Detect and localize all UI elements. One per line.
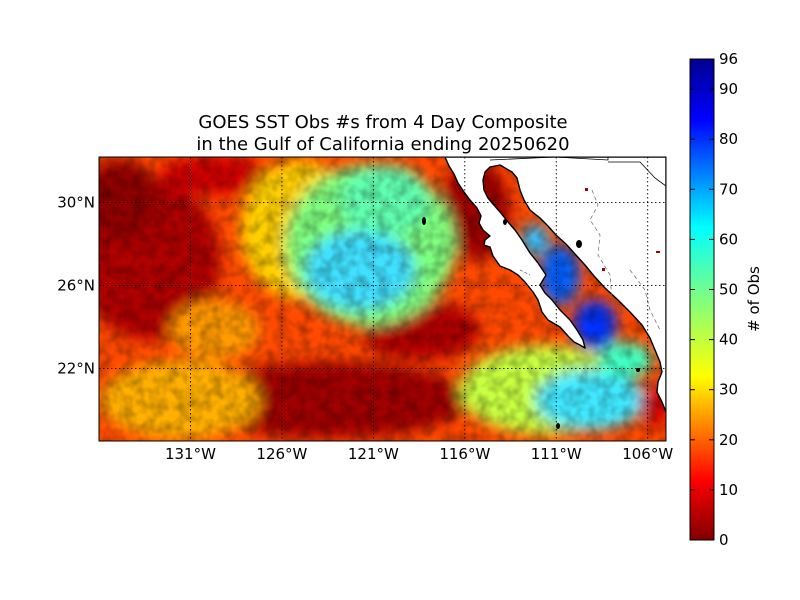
colorbar-tick-label: 50 bbox=[719, 280, 738, 298]
latitude-tick-labels: 30°N 26°N 22°N bbox=[57, 194, 95, 378]
colorbar: 0 10 20 30 40 50 60 70 80 90 96 # of Obs bbox=[689, 50, 763, 549]
longitude-tick-label: 106°W bbox=[622, 445, 673, 463]
state-border bbox=[589, 189, 626, 316]
longitude-tick-label: 111°W bbox=[531, 445, 582, 463]
graticule bbox=[99, 157, 666, 441]
colorbar-tick-label: 0 bbox=[719, 531, 729, 549]
colorbar-ticks: 0 10 20 30 40 50 60 70 80 90 96 bbox=[690, 50, 738, 549]
colorbar-tick-label: 70 bbox=[719, 180, 738, 198]
map-title-line-2: in the Gulf of California ending 2025062… bbox=[196, 134, 569, 155]
map-title-line-1: GOES SST Obs #s from 4 Day Composite bbox=[198, 112, 567, 133]
colorbar-tick-label: 40 bbox=[719, 331, 738, 349]
lake-marker bbox=[656, 251, 660, 253]
state-border bbox=[629, 269, 661, 331]
sst-obs-field bbox=[99, 157, 666, 441]
latitude-tick-label: 26°N bbox=[57, 277, 95, 295]
lake-marker bbox=[602, 268, 605, 271]
colorbar-tick-label: 60 bbox=[719, 230, 738, 248]
colorbar-tick-label: 10 bbox=[719, 481, 738, 499]
island bbox=[422, 217, 426, 225]
mainland-mexico-usa bbox=[444, 157, 666, 413]
colorbar-tick-label: 20 bbox=[719, 431, 738, 449]
colorbar-tick-label: 30 bbox=[719, 381, 738, 399]
latitude-tick-label: 30°N bbox=[57, 194, 95, 212]
colorbar-tick-label: 80 bbox=[719, 130, 738, 148]
colorbar-label: # of Obs bbox=[745, 266, 763, 332]
longitude-tick-label: 126°W bbox=[256, 445, 307, 463]
island bbox=[556, 423, 560, 429]
island bbox=[503, 219, 507, 225]
longitude-tick-label: 131°W bbox=[165, 445, 216, 463]
map-frame bbox=[98, 156, 667, 442]
longitude-tick-label: 121°W bbox=[348, 445, 399, 463]
colorbar-tick-label: 96 bbox=[719, 50, 738, 68]
island bbox=[576, 240, 582, 248]
lake-marker bbox=[585, 188, 588, 191]
latitude-tick-label: 22°N bbox=[57, 359, 95, 377]
longitude-tick-labels: 131°W 126°W 121°W 116°W 111°W 106°W bbox=[165, 445, 673, 463]
island bbox=[636, 368, 640, 372]
colorbar-gradient bbox=[689, 58, 715, 541]
longitude-tick-label: 116°W bbox=[439, 445, 490, 463]
colorbar-tick-label: 90 bbox=[719, 80, 738, 98]
state-border bbox=[519, 269, 531, 276]
